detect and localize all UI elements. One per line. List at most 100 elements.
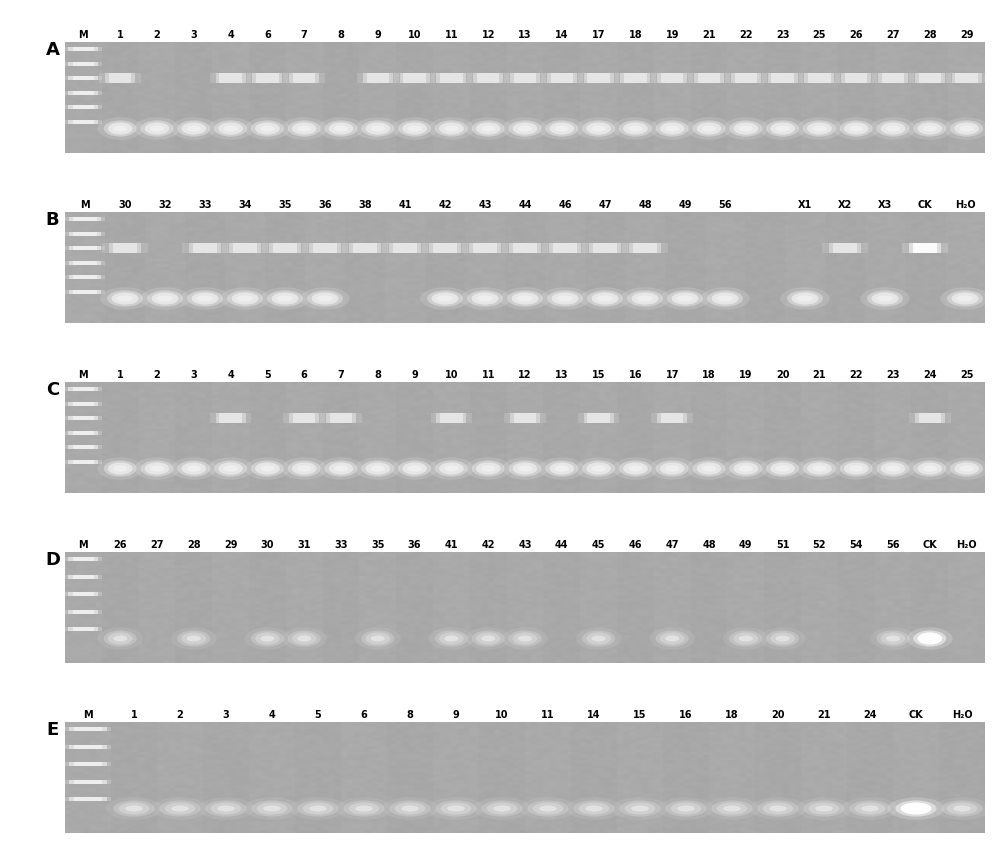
Bar: [462, 243, 508, 253]
Ellipse shape: [844, 122, 869, 134]
Bar: [65, 416, 102, 421]
Bar: [525, 722, 571, 833]
Ellipse shape: [576, 117, 621, 139]
Text: 33: 33: [198, 200, 212, 209]
Ellipse shape: [582, 631, 615, 647]
Ellipse shape: [766, 121, 799, 137]
Bar: [249, 382, 286, 493]
Ellipse shape: [592, 292, 618, 304]
Bar: [68, 48, 98, 51]
Ellipse shape: [555, 466, 569, 472]
Ellipse shape: [435, 121, 468, 137]
Ellipse shape: [513, 462, 537, 474]
Bar: [651, 413, 693, 423]
Ellipse shape: [217, 806, 235, 812]
Text: E: E: [46, 721, 59, 739]
Bar: [73, 388, 94, 391]
Bar: [587, 73, 610, 83]
Text: 1: 1: [117, 30, 124, 39]
Text: 43: 43: [478, 200, 492, 209]
Bar: [65, 745, 111, 749]
Ellipse shape: [947, 802, 977, 814]
Bar: [543, 382, 580, 493]
Ellipse shape: [957, 296, 973, 302]
Text: 26: 26: [849, 30, 863, 39]
Bar: [829, 243, 861, 253]
Ellipse shape: [539, 806, 557, 812]
Ellipse shape: [381, 797, 439, 819]
Ellipse shape: [677, 806, 695, 812]
Text: 48: 48: [638, 200, 652, 209]
Text: CK: CK: [922, 540, 937, 549]
Bar: [915, 413, 945, 423]
Ellipse shape: [657, 797, 715, 819]
Ellipse shape: [104, 631, 137, 647]
Bar: [893, 722, 939, 833]
Ellipse shape: [465, 457, 511, 479]
Bar: [905, 212, 945, 323]
Bar: [902, 243, 948, 253]
Bar: [727, 552, 764, 663]
Ellipse shape: [665, 636, 679, 642]
Bar: [875, 552, 911, 663]
Bar: [367, 73, 389, 83]
Ellipse shape: [707, 291, 743, 307]
Bar: [865, 212, 905, 323]
Ellipse shape: [309, 806, 327, 812]
Text: 41: 41: [398, 200, 412, 209]
Bar: [69, 290, 101, 294]
Bar: [65, 388, 102, 391]
Ellipse shape: [150, 466, 164, 472]
Text: 47: 47: [598, 200, 612, 209]
Ellipse shape: [841, 797, 899, 819]
Bar: [283, 413, 325, 423]
Bar: [323, 42, 359, 153]
Ellipse shape: [917, 122, 942, 134]
Ellipse shape: [472, 461, 505, 477]
Ellipse shape: [620, 287, 670, 309]
Bar: [948, 382, 985, 493]
Text: 8: 8: [407, 710, 413, 719]
Text: 11: 11: [445, 30, 458, 39]
Ellipse shape: [809, 802, 839, 814]
Ellipse shape: [300, 287, 350, 309]
Ellipse shape: [427, 291, 463, 307]
Text: 10: 10: [445, 370, 458, 379]
Ellipse shape: [465, 117, 511, 139]
Text: 38: 38: [358, 200, 372, 209]
Ellipse shape: [292, 632, 317, 644]
Bar: [948, 42, 985, 153]
Ellipse shape: [660, 462, 685, 474]
Bar: [467, 73, 509, 83]
Text: 33: 33: [334, 540, 348, 549]
Ellipse shape: [592, 636, 606, 642]
Bar: [73, 48, 94, 51]
Bar: [203, 722, 249, 833]
Bar: [385, 212, 425, 323]
Bar: [688, 73, 730, 83]
Bar: [389, 243, 421, 253]
Ellipse shape: [245, 457, 290, 479]
Ellipse shape: [881, 462, 905, 474]
Bar: [633, 243, 657, 253]
Ellipse shape: [580, 287, 630, 309]
Text: 18: 18: [725, 710, 739, 719]
Text: 29: 29: [960, 30, 973, 39]
Ellipse shape: [435, 801, 477, 817]
Bar: [431, 413, 472, 423]
Ellipse shape: [343, 801, 385, 817]
Ellipse shape: [887, 797, 945, 819]
Bar: [469, 243, 501, 253]
Text: 17: 17: [665, 370, 679, 379]
Bar: [73, 232, 97, 235]
Ellipse shape: [729, 461, 762, 477]
Text: 24: 24: [923, 370, 937, 379]
Bar: [73, 609, 94, 614]
Ellipse shape: [147, 291, 183, 307]
Ellipse shape: [886, 126, 900, 132]
Ellipse shape: [901, 802, 931, 814]
Ellipse shape: [476, 462, 501, 474]
Text: 41: 41: [445, 540, 458, 549]
Ellipse shape: [717, 296, 733, 302]
Ellipse shape: [849, 801, 891, 817]
